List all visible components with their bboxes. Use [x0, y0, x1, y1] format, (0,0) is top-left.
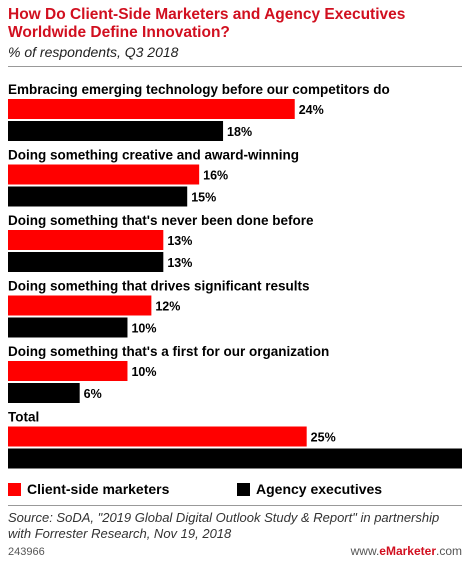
brand-name: eMarketer [379, 544, 436, 558]
value-label-agency: 10% [131, 322, 156, 336]
bar-agency [8, 317, 128, 338]
legend-client-swatch [8, 482, 21, 496]
value-label-client: 13% [167, 234, 192, 248]
category-label: Doing something that's never been done b… [8, 213, 314, 228]
category-label: Doing something that drives significant … [8, 279, 310, 294]
bar-client [8, 230, 164, 250]
source-note: Source: SoDA, "2019 Global Digital Outlo… [8, 510, 440, 541]
legend-agency-swatch [237, 482, 250, 496]
bar-client [8, 295, 152, 316]
legend-client: Client-side marketers [8, 481, 169, 497]
chart-subtitle: % of respondents, Q3 2018 [8, 44, 179, 60]
bar-agency [8, 383, 80, 403]
value-label-agency: 38% [433, 453, 458, 467]
chart-id: 243966 [8, 546, 45, 558]
brand-prefix: www. [350, 544, 380, 558]
bar-client [8, 164, 200, 185]
category-label: Total [8, 410, 39, 425]
legend-agency-label: Agency executives [256, 481, 383, 497]
value-label-agency: 13% [167, 256, 192, 270]
bar-client [8, 361, 128, 381]
value-label-client: 25% [311, 431, 336, 445]
value-label-agency: 6% [84, 387, 102, 401]
bar-agency [8, 186, 188, 207]
value-label-client: 12% [155, 300, 180, 314]
value-label-client: 24% [299, 103, 324, 117]
bar-agency [8, 252, 164, 272]
bar-agency [8, 121, 224, 141]
value-label-client: 16% [203, 169, 228, 183]
value-label-agency: 15% [191, 191, 216, 205]
bottom-divider [8, 505, 462, 506]
brand-link[interactable]: www.eMarketer.com [351, 544, 462, 558]
value-label-client: 10% [131, 365, 156, 379]
category-label: Doing something that's a first for our o… [8, 344, 329, 359]
category-label: Doing something creative and award-winni… [8, 148, 299, 163]
bar-client [8, 426, 307, 447]
brand-suffix: .com [435, 544, 462, 558]
bar-agency [8, 448, 462, 469]
top-divider [8, 66, 462, 67]
chart-title: How Do Client-Side Marketers and Agency … [8, 6, 406, 41]
bar-chart: Embracing emerging technology before our… [8, 82, 462, 469]
bar-client [8, 99, 295, 119]
legend-agency: Agency executives [237, 481, 382, 497]
value-label-agency: 18% [227, 125, 252, 139]
legend-client-label: Client-side marketers [27, 481, 170, 497]
category-label: Embracing emerging technology before our… [8, 82, 390, 97]
